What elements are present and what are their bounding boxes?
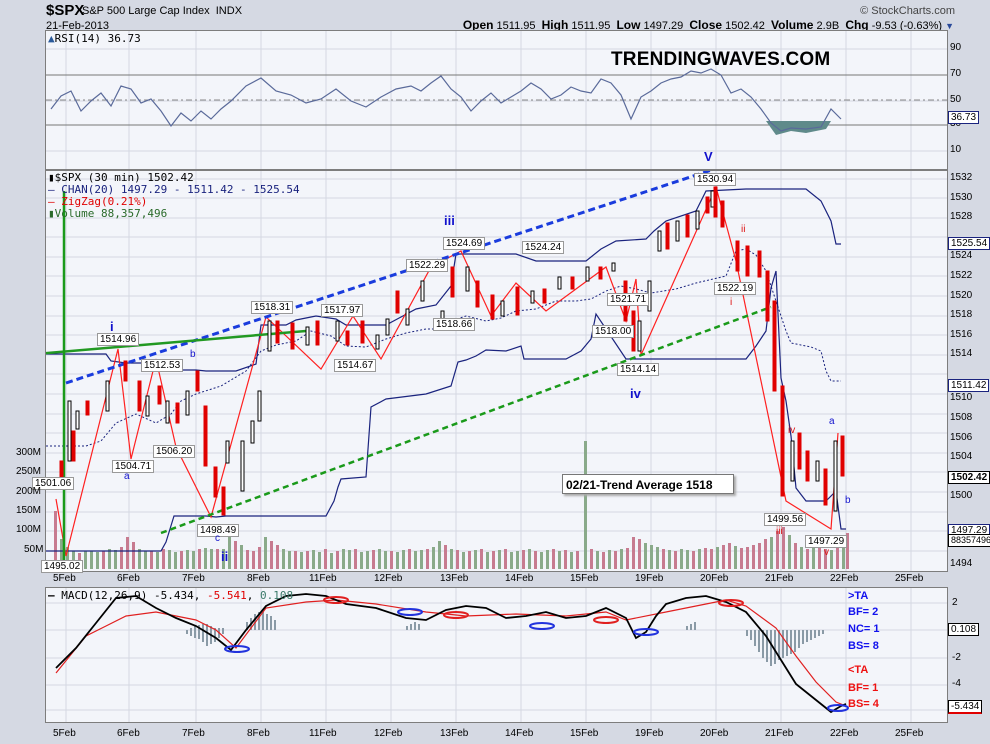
macd-legend: — MACD(12,26,9) -5.434, -5.541, 0.108 [48,589,294,602]
trend-average-annotation: 02/21-Trend Average 1518 [562,474,734,494]
volume-icon: ▮ [48,207,55,220]
candlestick-icon: ▮ [48,171,55,184]
wave-label: b [845,495,851,506]
rsi-legend: ▲RSI(14) 36.73 [48,32,141,45]
macd-hist-tag: 0.108 [948,623,980,636]
ta-up-bs: BS= 8 [848,640,879,652]
wave-label: iv [788,425,796,436]
candles [59,186,845,516]
pivot-label: 1518.00 [592,325,635,338]
pivot-label: 1514.67 [334,359,377,372]
legend-price: ▮$SPX (30 min) 1502.42 [48,171,194,184]
channel-upper [46,188,841,372]
wave-label: V [704,149,713,164]
chg-dropdown-icon[interactable]: ▼ [945,21,954,31]
macd-value-tag: -5.434 [948,700,983,714]
pivot-label: 1518.31 [251,301,294,314]
price-plot [46,171,947,571]
pivot-label: 1524.24 [522,241,565,254]
watermark: TRENDINGWAVES.COM [611,49,831,70]
mid-channel-tag: 1511.42 [948,379,990,392]
macd-panel: — MACD(12,26,9) -5.434, -5.541, 0.108 [45,587,948,723]
upper-channel-tag: 1525.54 [948,237,990,250]
pivot-label: 1506.20 [153,445,196,458]
pivot-label: 1512.53 [141,359,184,372]
ta-down-bs: BS= 4 [848,698,879,710]
wave-label: a [124,471,130,482]
rsi-value-tag: 36.73 [948,111,980,124]
horizontal-trendline [46,329,307,355]
pivot-label: 1522.19 [714,282,757,295]
pivot-label: 1530.94 [694,173,737,186]
wave-label: i [730,297,733,308]
ta-up-bf: BF= 2 [848,606,879,618]
legend-chan: — CHAN(20) 1497.29 - 1511.42 - 1525.54 [48,183,300,196]
wave-label: b [190,349,196,360]
lower-trendline [160,305,772,535]
pivot-label: 1521.71 [607,293,650,306]
wave-label: iii [776,526,783,537]
wave-label: iii [444,213,455,228]
chart-date: 21-Feb-2013 [46,20,109,32]
rsi-panel: ▲RSI(14) 36.73 TRENDINGWAVES.COM [45,30,948,170]
ta-up-title: >TA [848,590,869,602]
ohlc-stats: Open 1511.95 High 1511.95 Low 1497.29 Cl… [462,18,954,32]
pivot-label: 1501.06 [32,477,75,490]
ta-down-bf: BF= 1 [848,682,879,694]
rsi-plot [46,31,947,169]
wave-label: ii [221,549,229,564]
pivot-label: 1497.29 [805,535,848,548]
pivot-label: 1514.14 [617,363,660,376]
pivot-label: 1495.02 [41,560,84,573]
pivot-label: 1498.49 [197,524,240,537]
legend-zigzag: — ZigZag(0.21%) [48,195,148,208]
pivot-label: 1499.56 [764,513,807,526]
macd-histogram [186,612,824,666]
symbol: $SPX [46,2,85,19]
ta-up-nc: NC= 1 [848,623,880,635]
macd-plot [46,588,947,722]
channel-lower [46,270,846,552]
ta-down-title: <TA [848,664,869,676]
macd-signal-line [55,599,847,707]
price-panel: ▮$SPX (30 min) 1502.42 — CHAN(20) 1497.2… [32,149,948,573]
wave-label: v [824,547,829,558]
pivot-label: 1522.29 [406,259,449,272]
volume-bars [54,441,849,569]
rsi-icon: ▲ [48,32,55,45]
pivot-label: 1517.97 [321,304,364,317]
pivot-label: 1518.66 [433,318,476,331]
macd-line [55,593,847,714]
wave-label: i [110,319,114,334]
wave-label: c [215,533,220,544]
close-price-tag: 1502.42 [948,471,990,484]
pivot-label: 1514.96 [97,333,140,346]
wave-label: iv [630,386,641,401]
copyright: © StockCharts.com [860,5,955,17]
wave-label: ii [741,224,746,235]
legend-volume: ▮Volume 88,357,496 [48,207,168,220]
pivot-label: 1504.71 [112,460,155,473]
wave-label: a [829,416,835,427]
security-name: S&P 500 Large Cap Index INDX [82,5,243,17]
volume-tag: 88357496 [948,534,990,547]
price-legend: ▮$SPX (30 min) 1502.42 — CHAN(20) 1497.2… [48,172,300,220]
channel-mid [46,248,841,447]
pivot-label: 1524.69 [443,237,486,250]
